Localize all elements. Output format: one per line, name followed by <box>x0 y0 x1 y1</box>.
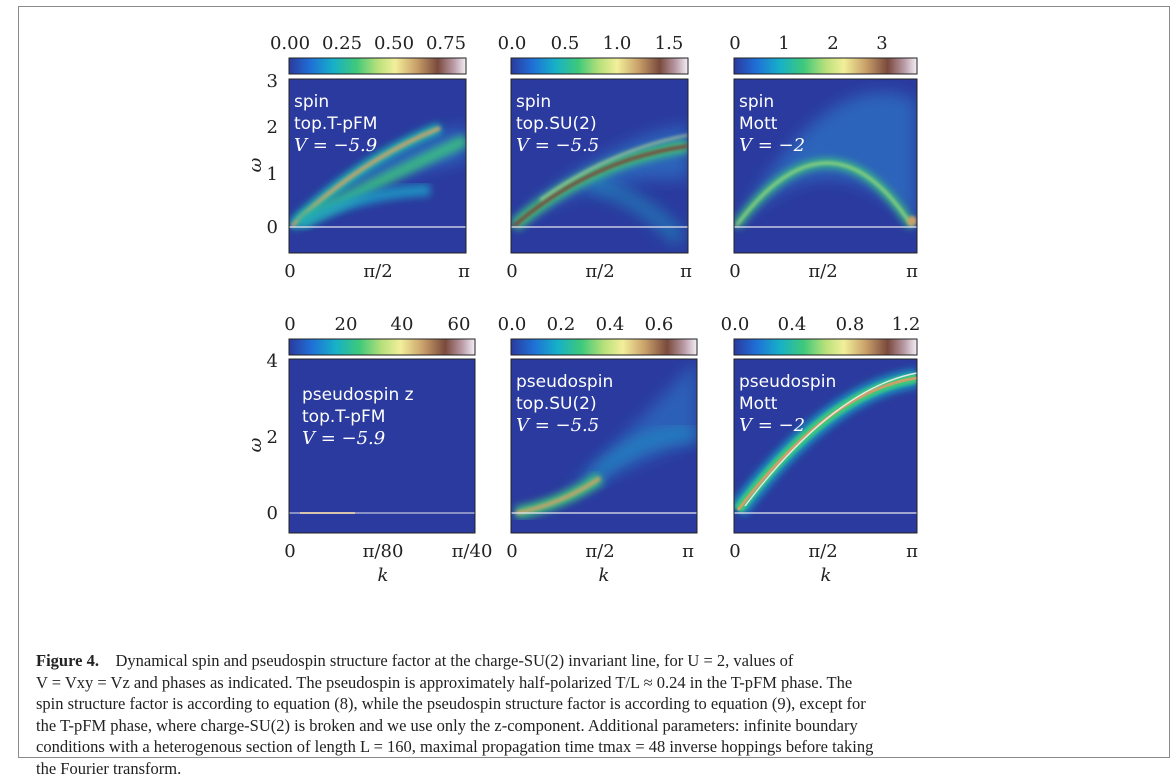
colorbar-tick: 0.4 <box>778 314 807 335</box>
x-tick: π/40 <box>452 541 493 562</box>
panel-phase: top.T-pFM <box>302 407 385 427</box>
panel-param: V = −2 <box>739 415 805 436</box>
panel-label: spin <box>294 92 329 112</box>
colorbar <box>289 58 466 74</box>
colorbar-tick: 0.0 <box>498 314 527 335</box>
colorbar <box>511 58 688 74</box>
colorbar <box>734 339 917 355</box>
figure-caption: Figure 4. Dynamical spin and pseudospin … <box>36 650 1146 779</box>
colorbar-tick: 0.0 <box>498 33 527 54</box>
x-tick: π <box>906 541 918 562</box>
caption-line: the T-pFM phase, where charge-SU(2) is b… <box>36 715 1146 737</box>
x-tick: 0 <box>506 541 517 562</box>
x-tick: 0 <box>506 261 517 282</box>
x-tick: 0 <box>284 541 295 562</box>
colorbar-tick: 0.6 <box>645 314 674 335</box>
y-tick: 0 <box>267 217 278 238</box>
x-tick: π <box>682 541 694 562</box>
x-tick: π/2 <box>363 261 392 282</box>
y-tick: 3 <box>267 71 278 92</box>
caption-line: the Fourier transform. <box>36 758 1146 779</box>
caption-text: Dynamical spin and pseudospin structure … <box>115 651 793 670</box>
y-axis-label: ω <box>245 437 266 452</box>
panel-spin-tpfm: 0.00 0.25 0.50 0.75 spin top.T-pFM V = −… <box>245 33 470 282</box>
panel-label: spin <box>516 92 551 112</box>
x-tick: π/2 <box>808 541 837 562</box>
panel-label: spin <box>739 92 774 112</box>
panel-param: V = −5.9 <box>294 135 377 156</box>
panel-phase: Mott <box>739 114 778 134</box>
zone-edge-spot <box>907 216 917 226</box>
colorbar-tick: 0.75 <box>426 33 466 54</box>
panel-param: V = −2 <box>739 135 805 156</box>
panel-phase: top.SU(2) <box>516 394 597 414</box>
colorbar-tick: 0 <box>284 314 295 335</box>
colorbar-tick: 0.8 <box>836 314 865 335</box>
y-tick: 1 <box>267 164 278 185</box>
x-tick: π <box>906 261 918 282</box>
colorbar-tick: 0 <box>729 33 740 54</box>
panel-pseudospin-tpfm: 0 20 40 60 pseudospin z top.T-pFM V = −5… <box>245 314 492 586</box>
y-tick: 0 <box>267 503 278 524</box>
x-tick: π <box>458 261 470 282</box>
colorbar-tick: 0.25 <box>322 33 362 54</box>
x-tick: π/2 <box>808 261 837 282</box>
panel-spin-mott: 0 1 2 3 spin Mott V = −2 0 π/2 π <box>729 33 918 282</box>
x-tick: π <box>680 261 692 282</box>
x-tick: 0 <box>729 541 740 562</box>
colorbar-tick: 0.2 <box>547 314 576 335</box>
y-axis-label: ω <box>245 157 266 172</box>
x-tick: π/2 <box>585 541 614 562</box>
x-tick: π/80 <box>363 541 404 562</box>
panel-label: pseudospin <box>739 372 836 392</box>
colorbar-tick: 2 <box>827 33 838 54</box>
panel-phase: Mott <box>739 394 778 414</box>
colorbar-tick: 1.0 <box>603 33 632 54</box>
panel-param: V = −5.5 <box>516 135 599 156</box>
caption-line: V = Vxy = Vz and phases as indicated. Th… <box>36 672 1146 694</box>
colorbar-tick: 0.4 <box>596 314 625 335</box>
colorbar-tick: 3 <box>876 33 887 54</box>
x-axis-label: k <box>821 565 832 586</box>
colorbar-tick: 1.5 <box>655 33 684 54</box>
caption-line: Figure 4. Dynamical spin and pseudospin … <box>36 650 1146 672</box>
panel-pseudospin-mott: 0.0 0.4 0.8 1.2 pseudospin Mott V = −2 0… <box>721 314 921 586</box>
y-tick: 2 <box>267 117 278 138</box>
panel-spin-su2: 0.0 0.5 1.0 1.5 spin top.SU(2) V = −5.5 … <box>498 33 692 282</box>
colorbar <box>734 58 917 74</box>
panel-param: V = −5.9 <box>302 428 385 449</box>
colorbar-tick: 1 <box>778 33 789 54</box>
colorbar <box>289 339 475 355</box>
colorbar-tick: 0.0 <box>721 314 750 335</box>
x-tick: 0 <box>284 261 295 282</box>
colorbar-tick: 20 <box>335 314 358 335</box>
panel-param: V = −5.5 <box>516 415 599 436</box>
colorbar-tick: 0.5 <box>551 33 580 54</box>
x-tick: 0 <box>729 261 740 282</box>
colorbar <box>511 339 697 355</box>
x-tick: π/2 <box>585 261 614 282</box>
caption-title: Figure 4. <box>36 651 99 670</box>
panel-phase: top.T-pFM <box>294 114 377 134</box>
x-axis-label: k <box>599 565 610 586</box>
y-tick: 4 <box>267 351 278 372</box>
caption-line: spin structure factor is according to eq… <box>36 693 1146 715</box>
panel-label: pseudospin <box>516 372 613 392</box>
x-axis-label: k <box>378 565 389 586</box>
panel-phase: top.SU(2) <box>516 114 597 134</box>
colorbar-tick: 60 <box>448 314 471 335</box>
caption-line: conditions with a heterogenous section o… <box>36 736 1146 758</box>
y-tick: 2 <box>267 427 278 448</box>
panel-label: pseudospin z <box>302 385 414 405</box>
figure-plot-grid: 0.00 0.25 0.50 0.75 spin top.T-pFM V = −… <box>0 0 1174 640</box>
colorbar-tick: 1.2 <box>892 314 921 335</box>
colorbar-tick: 0.50 <box>374 33 414 54</box>
panel-pseudospin-su2: 0.0 0.2 0.4 0.6 pseudospin top.SU(2) V =… <box>498 314 697 586</box>
colorbar-tick: 0.00 <box>270 33 310 54</box>
colorbar-tick: 40 <box>391 314 414 335</box>
